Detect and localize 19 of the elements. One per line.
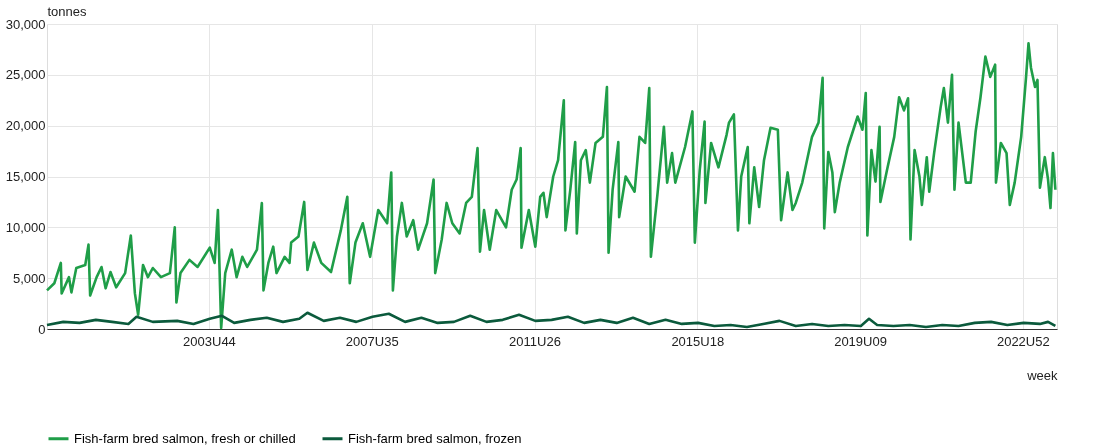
legend-label: Fish-farm bred salmon, frozen <box>348 430 522 446</box>
y-tick-label: 30,000 <box>5 16 46 32</box>
x-tick-label: 2022U52 <box>996 333 1050 349</box>
line-series <box>45 311 1057 329</box>
x-axis-title: week <box>1026 367 1058 383</box>
x-tick-label: 2003U44 <box>183 333 236 349</box>
line-series <box>45 42 1057 330</box>
legend-label: Fish-farm bred salmon, fresh or chilled <box>74 430 296 446</box>
x-tick-label: 2015U18 <box>671 333 725 349</box>
x-tick-label: 2007U35 <box>345 333 399 349</box>
x-tick-label: 2019U09 <box>834 333 887 349</box>
y-tick-label: 10,000 <box>5 219 46 235</box>
y-tick-label: 20,000 <box>5 118 46 134</box>
y-tick-label: 5,000 <box>12 270 46 286</box>
y-tick-label: 25,000 <box>5 67 46 83</box>
y-tick-label: 15,000 <box>5 169 46 184</box>
y-tick-label: 0 <box>38 321 46 337</box>
y-axis-title: tonnes <box>47 3 88 19</box>
x-tick-label: 2011U26 <box>509 333 561 349</box>
